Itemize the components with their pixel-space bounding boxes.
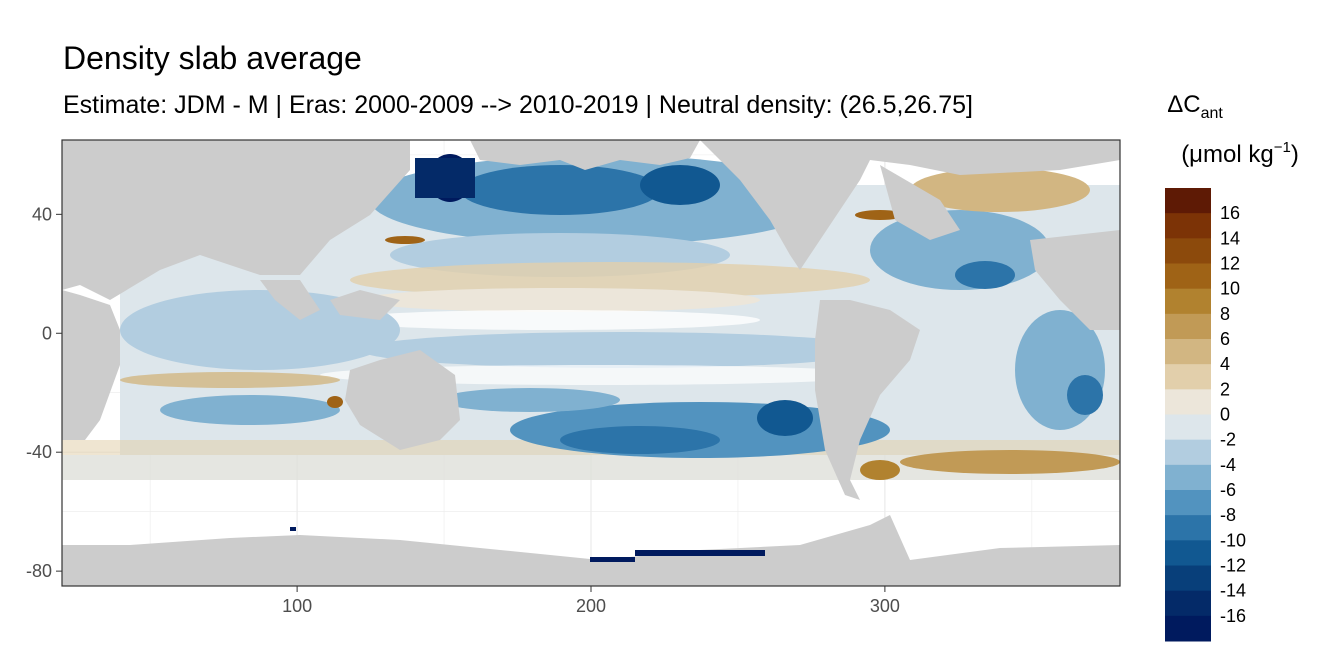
y-tick-label: 40 — [32, 204, 52, 224]
legend-break-label: 8 — [1220, 304, 1230, 324]
legend-break-label: 10 — [1220, 279, 1240, 299]
x-tick-label: 200 — [576, 596, 606, 616]
legend-swatch — [1165, 590, 1211, 617]
legend-break-label: 12 — [1220, 254, 1240, 274]
legend-labels: 16 14 12 10 8 6 4 2 0 -2 -4 -6 -8 -10 -12 -14 -16 — [1220, 203, 1246, 626]
legend-break-label: 4 — [1220, 354, 1230, 374]
legend-break-label: 6 — [1220, 329, 1230, 349]
legend-break-label: 16 — [1220, 203, 1240, 223]
legend-swatch — [1165, 389, 1211, 415]
antarctic-strip — [290, 527, 765, 562]
legend-swatch — [1165, 615, 1211, 642]
legend-break-label: -2 — [1220, 430, 1236, 450]
legend-swatch — [1165, 565, 1211, 592]
legend-title: ΔCant — [1167, 91, 1223, 122]
legend-break-label: -6 — [1220, 480, 1236, 500]
legend-swatch — [1165, 414, 1211, 441]
legend-break-label: -14 — [1220, 581, 1246, 601]
legend-swatch — [1165, 263, 1211, 290]
colorbar-legend: ΔCant (μmol kg−1) 16 14 12 10 8 6 4 2 0 -2 -4 -6 -8 -… — [1165, 91, 1299, 642]
y-tick-label: 0 — [42, 323, 52, 343]
legend-swatch — [1165, 313, 1211, 340]
legend-break-label: 2 — [1220, 379, 1230, 399]
legend-swatch — [1165, 188, 1211, 214]
x-tick-label: 300 — [870, 596, 900, 616]
legend-break-label: 0 — [1220, 405, 1230, 425]
legend-swatch — [1165, 238, 1211, 264]
land — [62, 140, 1120, 586]
legend-swatch — [1165, 540, 1211, 566]
legend-swatch — [1165, 464, 1211, 491]
legend-break-label: -12 — [1220, 556, 1246, 576]
y-tick-label: -40 — [26, 442, 52, 462]
x-tick-label: 100 — [282, 596, 312, 616]
legend-break-label: -10 — [1220, 530, 1246, 550]
legend-swatch — [1165, 339, 1211, 365]
legend-break-label: -4 — [1220, 455, 1236, 475]
legend-swatch — [1165, 213, 1211, 239]
legend-break-label: -8 — [1220, 505, 1236, 525]
legend-swatch — [1165, 490, 1211, 516]
y-tick-label: -80 — [26, 561, 52, 581]
legend-break-label: -16 — [1220, 606, 1246, 626]
chart-subtitle: Estimate: JDM - M | Eras: 2000-2009 --> … — [63, 91, 973, 119]
legend-swatch — [1165, 364, 1211, 390]
legend-swatch — [1165, 515, 1211, 541]
legend-swatch — [1165, 288, 1211, 315]
legend-swatch — [1165, 439, 1211, 466]
value-patches — [120, 154, 1120, 480]
chart-title: Density slab average — [63, 40, 362, 76]
legend-colorbar — [1165, 188, 1211, 642]
legend-break-label: 14 — [1220, 228, 1240, 248]
legend-unit: (μmol kg−1) — [1181, 139, 1299, 168]
